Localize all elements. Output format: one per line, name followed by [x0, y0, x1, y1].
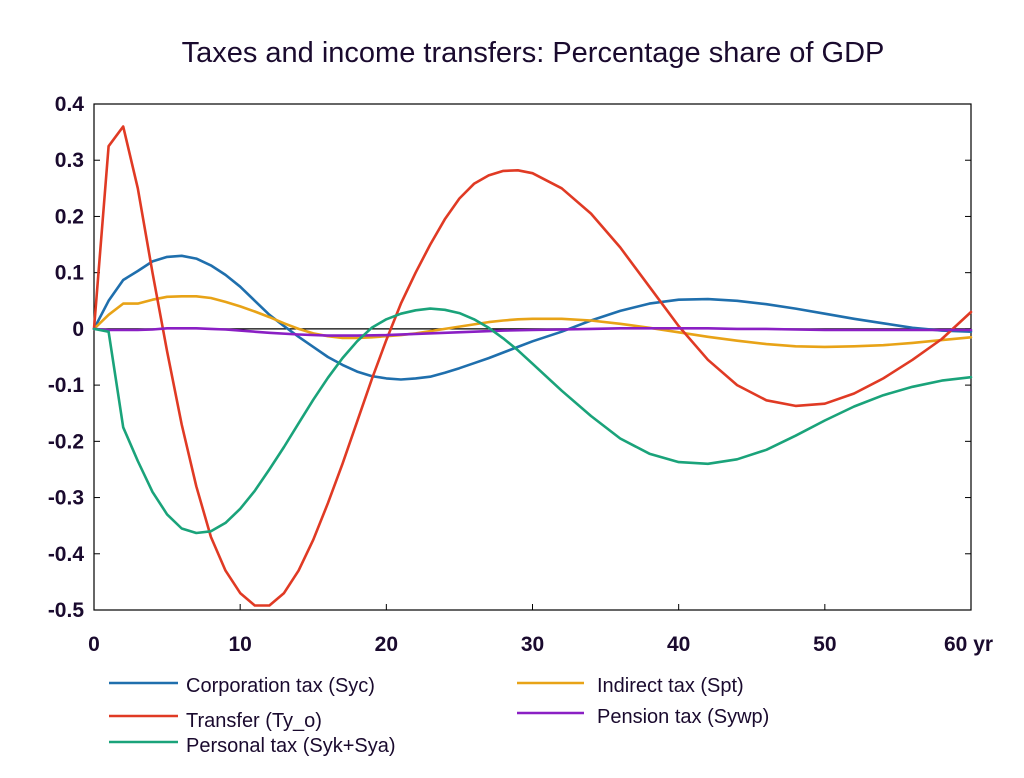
x-tick-label: 10 — [228, 633, 251, 656]
legend: Corporation tax (Syc) Indirect tax (Spt) T… — [109, 675, 769, 757]
legend-label: Corporation tax (Syc) — [186, 675, 375, 697]
y-tick-label: 0.1 — [55, 262, 85, 285]
x-tick-label: 0 — [88, 633, 100, 656]
x-tick-label: 30 — [521, 633, 544, 656]
series-line-1 — [92, 295, 973, 349]
series-line-2 — [92, 125, 973, 607]
series-lines — [92, 125, 973, 607]
y-tick-label: -0.1 — [48, 374, 85, 397]
y-tick-label: 0 — [72, 318, 84, 341]
y-tick-label: 0.4 — [55, 93, 85, 116]
plot-area — [93, 103, 972, 611]
x-tick-label: 20 — [375, 633, 398, 656]
y-tick-label: -0.4 — [48, 543, 85, 566]
legend-label: Personal tax (Syk+Sya) — [186, 735, 396, 757]
chart-title: Taxes and income transfers: Percentage s… — [182, 37, 885, 69]
y-tick-label: 0.2 — [55, 205, 84, 228]
y-tick-label: -0.5 — [48, 599, 85, 622]
x-tick-label: 50 — [813, 633, 836, 656]
y-tick-label: -0.2 — [48, 430, 84, 453]
legend-label: Pension tax (Sywp) — [597, 706, 769, 728]
series-line-0 — [92, 254, 973, 381]
x-tick-label: 60 yr — [944, 633, 993, 656]
series-line-4 — [92, 307, 973, 535]
plot-frame — [93, 103, 972, 611]
legend-label: Transfer (Ty_o) — [186, 710, 322, 732]
y-tick-label: 0.3 — [55, 149, 84, 172]
series-line-3 — [92, 327, 973, 337]
y-tick-label: -0.3 — [48, 487, 84, 510]
legend-label: Indirect tax (Spt) — [597, 675, 744, 697]
axes: 0.40.30.20.10-0.1-0.2-0.3-0.4-0.50 10 20 30… — [48, 93, 993, 656]
x-tick-label: 40 — [667, 633, 690, 656]
